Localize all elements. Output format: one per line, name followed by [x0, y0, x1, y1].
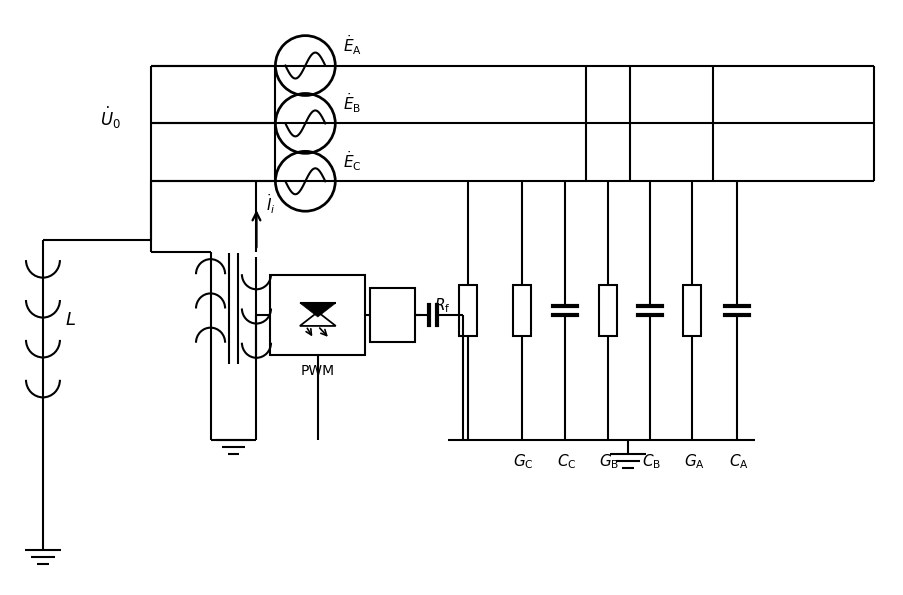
- Polygon shape: [300, 303, 335, 317]
- Bar: [598, 284, 616, 336]
- Text: $C_{\mathrm{A}}$: $C_{\mathrm{A}}$: [729, 452, 749, 471]
- Text: PWM: PWM: [301, 364, 334, 378]
- Text: $\dot{E}_{\mathrm{B}}$: $\dot{E}_{\mathrm{B}}$: [343, 92, 361, 115]
- Text: $\dot{U}_0$: $\dot{U}_0$: [100, 105, 121, 131]
- Bar: [270, 275, 365, 355]
- Text: $G_{\mathrm{A}}$: $G_{\mathrm{A}}$: [684, 452, 704, 471]
- Text: $C_{\mathrm{B}}$: $C_{\mathrm{B}}$: [641, 452, 660, 471]
- Text: $\dot{E}_{\mathrm{A}}$: $\dot{E}_{\mathrm{A}}$: [343, 34, 362, 57]
- Text: $L$: $L$: [65, 311, 76, 329]
- Text: $C_{\mathrm{C}}$: $C_{\mathrm{C}}$: [556, 452, 576, 471]
- Bar: [512, 284, 530, 336]
- Text: $G_{\mathrm{C}}$: $G_{\mathrm{C}}$: [513, 452, 534, 471]
- Text: $\dot{E}_{\mathrm{C}}$: $\dot{E}_{\mathrm{C}}$: [343, 149, 361, 173]
- Bar: [683, 284, 701, 336]
- Text: $R_{\mathrm{f}}$: $R_{\mathrm{f}}$: [433, 296, 450, 315]
- Text: $G_{\mathrm{B}}$: $G_{\mathrm{B}}$: [599, 452, 619, 471]
- Bar: [370, 287, 414, 342]
- Bar: [459, 284, 477, 336]
- Text: $\dot{I}_i$: $\dot{I}_i$: [266, 192, 275, 216]
